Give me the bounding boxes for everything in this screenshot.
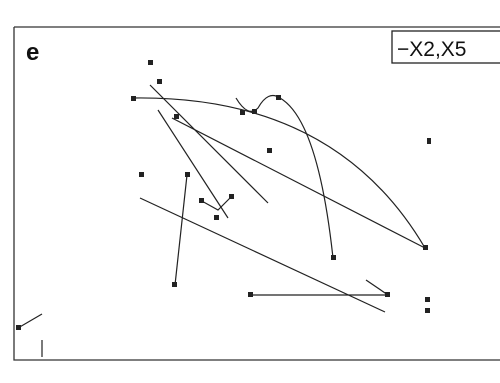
marker (267, 148, 272, 153)
line (199, 195, 233, 211)
marker (425, 297, 430, 302)
legend-text: −X2,X5 (397, 38, 466, 61)
markers (16, 60, 431, 330)
line (171, 117, 426, 249)
marker (139, 172, 144, 177)
marker (427, 138, 431, 144)
marker (276, 95, 281, 100)
marker (185, 172, 190, 177)
panel-label: e (26, 39, 39, 66)
marker (148, 60, 153, 65)
line (17, 313, 43, 329)
line (139, 197, 386, 313)
legend-box (391, 30, 500, 64)
line (174, 174, 188, 286)
marker (172, 282, 177, 287)
frame (13, 26, 500, 361)
marker (174, 114, 179, 119)
marker (252, 109, 257, 114)
marker (425, 308, 430, 313)
marker (199, 198, 204, 203)
line (149, 84, 269, 204)
marker (214, 215, 219, 220)
line (365, 279, 389, 296)
marker (157, 79, 162, 84)
line (157, 109, 229, 219)
marker (423, 245, 428, 250)
marker (385, 292, 390, 297)
marker (248, 292, 253, 297)
marker (131, 96, 136, 101)
marker (240, 110, 245, 115)
marker (331, 255, 336, 260)
marker (16, 325, 21, 330)
marker (229, 194, 234, 199)
